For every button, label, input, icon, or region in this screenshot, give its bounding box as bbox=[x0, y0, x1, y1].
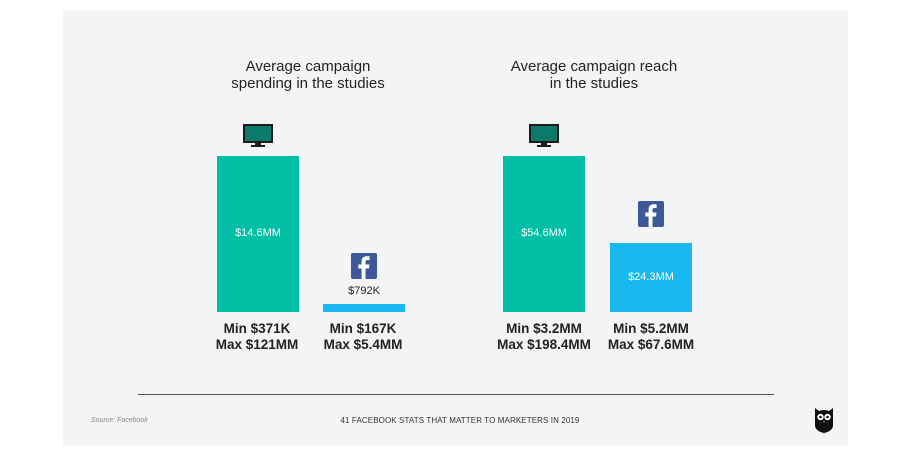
facebook-icon bbox=[351, 253, 377, 279]
footer-title: 41 FACEBOOK STATS THAT MATTER TO MARKETE… bbox=[340, 416, 580, 425]
chart-spending-title-line1: Average campaign bbox=[245, 58, 371, 75]
bar-label-facebook-spending: $792K bbox=[348, 285, 380, 297]
tv-icon bbox=[529, 124, 559, 147]
facebook-icon bbox=[638, 201, 664, 227]
bar-facebook-spending bbox=[323, 304, 405, 312]
source-note: Source: Facebook bbox=[91, 417, 148, 424]
bar-tv-reach bbox=[503, 156, 585, 312]
range-min: Min $5.2MM bbox=[613, 321, 689, 336]
hootsuite-owl-logo bbox=[815, 408, 833, 433]
range-facebook-reach: Min $5.2MM Max $67.6MM bbox=[601, 321, 701, 353]
chart-spending-title: Average campaign spending in the studies bbox=[178, 58, 438, 92]
bar-label-tv-reach: $54.6MM bbox=[521, 227, 567, 239]
range-max: Max $67.6MM bbox=[607, 337, 695, 352]
chart-reach-title-line2: in the studies bbox=[549, 75, 639, 92]
chart-reach-title-line1: Average campaign reach bbox=[510, 58, 678, 75]
bar-facebook-reach bbox=[610, 243, 692, 312]
range-max: Max $121MM bbox=[215, 337, 299, 352]
bar-label-facebook-reach: $24.3MM bbox=[628, 270, 674, 283]
chart-reach-title: Average campaign reach in the studies bbox=[464, 58, 724, 92]
bar-tv-spending bbox=[217, 156, 299, 312]
range-tv-reach: Min $3.2MM Max $198.4MM bbox=[494, 321, 594, 353]
range-min: Min $167K bbox=[329, 321, 397, 336]
range-max: Max $198.4MM bbox=[497, 337, 591, 352]
range-min: Min $3.2MM bbox=[506, 321, 582, 336]
infographic-card bbox=[63, 11, 848, 445]
range-tv-spending: Min $371K Max $121MM bbox=[207, 321, 307, 353]
range-min: Min $371K bbox=[223, 321, 291, 336]
bar-label-tv-spending: $14.6MM bbox=[235, 227, 281, 239]
tv-icon bbox=[243, 124, 273, 147]
chart-spending-title-line2: spending in the studies bbox=[231, 75, 385, 92]
range-max: Max $5.4MM bbox=[323, 337, 403, 352]
footer-divider bbox=[138, 394, 774, 395]
range-facebook-spending: Min $167K Max $5.4MM bbox=[313, 321, 413, 353]
